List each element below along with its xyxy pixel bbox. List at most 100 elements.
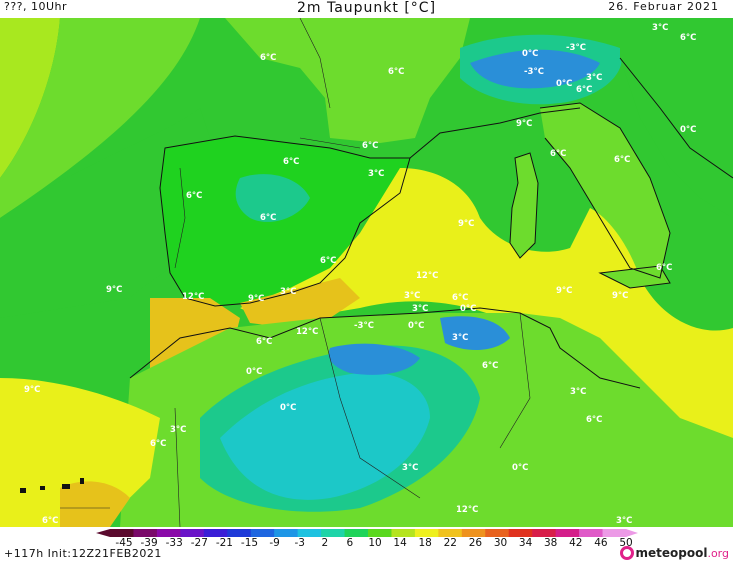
temp-label: 0°C [460,304,476,314]
colorbar-right-arrow [626,529,638,537]
colorbar-swatch [368,529,392,537]
temp-label: 12°C [182,292,204,302]
temp-label: 0°C [522,49,538,59]
temp-label: 6°C [186,191,202,201]
iberia-coast [159,135,411,307]
temp-label: 0°C [280,403,296,413]
colorbar-swatch [414,529,439,537]
colorbar-swatch [555,529,580,537]
temp-label: 3°C [616,516,632,526]
corsica-sardinia [510,153,538,258]
temp-label: 6°C [680,33,696,43]
temp-label: 3°C [404,291,420,301]
atlas-cyan-zone [220,372,430,500]
atlantic-yellow-zone [0,18,60,178]
temp-label: 9°C [612,291,628,301]
logo-name: meteopool [635,546,708,560]
temp-label: 6°C [260,53,276,63]
corsica-sardinia-coast [509,152,539,259]
iberia-interior [235,174,310,222]
colorbar-swatch [391,529,416,537]
colorbar-swatch [156,529,181,537]
temp-label: 0°C [246,367,262,377]
colorbar-tick-label: -33 [166,537,183,547]
temp-label: -3°C [524,67,544,77]
colorbar-swatch [344,529,369,537]
adriatic-coast [619,57,733,179]
sicily-coast [598,265,671,289]
colorbar-swatch [602,529,627,537]
iberia-land [160,136,410,306]
portugal-border [174,167,186,269]
sicily [600,266,670,288]
colorbar-swatch [274,529,299,537]
forecast-date: 26. Februar 2021 [608,0,719,13]
header-bar: ???, 10Uhr 2m Taupunkt [°C] 26. Februar … [0,0,733,20]
meteopool-logo[interactable]: meteopool.org [619,544,730,562]
temp-label: 0°C [408,321,424,331]
alboran-gold [240,278,360,328]
colorbar-swatch [227,529,252,537]
colorbar-tick-label: 46 [594,537,608,547]
france-coast [409,107,581,159]
footer-bar: -45 -39 -33 -27 -21 -15 -9 -3 2 6 10 14 18 22 26 30 34 38… [0,527,733,566]
tunisia-border [499,312,531,449]
temp-label: 0°C [512,463,528,473]
colorbar-tick-label: 6 [347,537,354,547]
temp-label: 6°C [150,439,166,449]
france-land [225,18,470,143]
colorbar-tick-label: 22 [444,537,457,547]
island-2 [40,486,45,490]
colorbar-tick-label: 50 [619,537,632,547]
temp-label: 3°C [586,73,602,83]
temp-label: 9°C [24,385,40,395]
alps-core [470,49,600,89]
sahara-gold-zone [60,481,130,527]
logo-ring-icon [619,546,634,560]
france-border [299,18,331,109]
temp-label: 6°C [452,293,468,303]
temp-label: 6°C [586,415,602,425]
temp-label: 6°C [42,516,58,526]
morocco-border [174,407,181,527]
colorbar-swatch [133,529,158,537]
temp-label: 6°C [550,149,566,159]
temp-label: 6°C [283,157,299,167]
colorbar-tick-label: 38 [544,537,557,547]
temp-label: 3°C [170,425,186,435]
temp-label: 9°C [248,294,264,304]
map-title: 2m Taupunkt [°C] [296,0,437,16]
colorbar-swatch [203,529,228,537]
island-3 [62,484,70,489]
colorbar-tick-label: 26 [469,537,483,547]
temp-label: 12°C [416,271,438,281]
temp-label: 12°C [296,327,318,337]
colorbar-tick-label: 42 [569,537,582,547]
temp-label: 0°C [680,125,696,135]
colorbar-swatches [96,529,638,537]
temp-label: 6°C [576,85,592,95]
temp-label: -3°C [566,43,586,53]
temp-label: 9°C [106,285,122,295]
colorbar-swatch [508,529,533,537]
colorbar-tick-label: 14 [393,537,407,547]
colorbar-swatch [321,529,346,537]
africa-coast [129,307,641,389]
colorbar-swatch [461,529,486,537]
valid-time-label: ???, 10Uhr [4,0,68,13]
temp-label: 3°C [570,387,586,397]
pyrenees-border [299,137,361,149]
colorbar-tick-label: 2 [321,537,328,547]
temp-label: 6°C [256,337,272,347]
temperature-labels: 6°C 6°C 0°C -3°C 3°C 6°C -3°C 0°C 3°C 6°… [24,23,696,526]
colorbar-tick-label: 30 [494,537,507,547]
temp-label: 3°C [452,333,468,343]
logo-text: meteopool.org [636,546,730,560]
temp-label: -3°C [354,321,374,331]
colorbar-swatch [485,529,510,537]
temp-label: 3°C [412,304,428,314]
colorbar-tick-label: -39 [141,537,158,547]
colorbar-swatch [579,529,604,537]
colorbar-tick-label: -27 [191,537,208,547]
atlas-blue-zone [328,343,420,375]
